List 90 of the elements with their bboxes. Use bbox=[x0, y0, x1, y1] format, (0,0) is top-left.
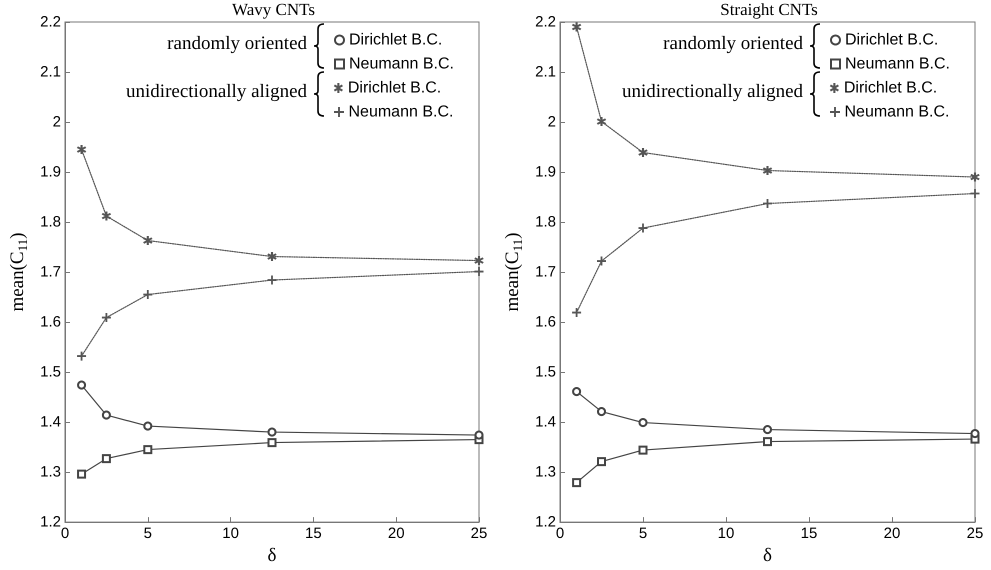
y-tick-label: 1.2 bbox=[535, 514, 556, 531]
point bbox=[77, 380, 86, 390]
x-axis-title: δ bbox=[763, 545, 772, 566]
point bbox=[597, 407, 606, 416]
x-tick-label: 25 bbox=[470, 525, 488, 542]
y-tick-label: 1.2 bbox=[40, 514, 61, 531]
y-tick-label: 2.1 bbox=[535, 64, 556, 81]
y-tick-label: 1.9 bbox=[535, 164, 556, 181]
point bbox=[102, 454, 111, 464]
point bbox=[102, 212, 111, 221]
y-tick-label: 1.5 bbox=[535, 364, 556, 381]
x-tick-label: 25 bbox=[966, 525, 984, 542]
legend-label: Dirichlet B.C. bbox=[348, 80, 442, 96]
point bbox=[638, 148, 648, 158]
point bbox=[143, 290, 152, 300]
point bbox=[143, 422, 152, 431]
y-tick-label: 1.6 bbox=[535, 314, 556, 331]
point bbox=[970, 189, 980, 198]
y-tick-label: 1.8 bbox=[40, 214, 61, 231]
legend-label: Neumann B.C. bbox=[349, 56, 454, 72]
legend-label: Dirichlet B.C. bbox=[349, 32, 442, 48]
point bbox=[474, 256, 484, 266]
legend-label: Dirichlet B.C. bbox=[844, 80, 938, 96]
chart-title: Wavy CNTs bbox=[232, 0, 315, 19]
y-tick-label: 2.1 bbox=[40, 64, 61, 81]
point bbox=[77, 145, 86, 154]
point bbox=[143, 236, 152, 246]
y-tick-label: 1.5 bbox=[40, 364, 61, 381]
x-tick-label: 20 bbox=[884, 525, 900, 542]
point bbox=[572, 387, 582, 396]
y-tick-label: 1.4 bbox=[535, 414, 556, 431]
y-tick-label: 2 bbox=[52, 114, 61, 131]
y-tick-label: 1.6 bbox=[40, 314, 61, 331]
legend-label: Dirichlet B.C. bbox=[845, 32, 938, 48]
point bbox=[970, 172, 980, 182]
point bbox=[638, 446, 648, 455]
x-tick-label: 15 bbox=[800, 525, 818, 542]
point bbox=[597, 457, 606, 466]
point bbox=[572, 308, 582, 318]
point bbox=[102, 410, 111, 420]
y-tick-label: 1.7 bbox=[535, 264, 556, 281]
point bbox=[763, 425, 772, 434]
point bbox=[77, 352, 86, 361]
annotation: unidirectionally aligned bbox=[622, 81, 804, 102]
annotation: randomly oriented bbox=[663, 33, 804, 54]
legend-label: Neumann B.C. bbox=[845, 56, 950, 72]
point bbox=[572, 22, 582, 32]
point bbox=[572, 478, 582, 488]
point bbox=[763, 199, 772, 208]
point bbox=[763, 166, 772, 176]
x-tick-label: 10 bbox=[222, 525, 239, 542]
chart-title: Straight CNTs bbox=[720, 0, 818, 19]
point bbox=[143, 445, 152, 454]
x-tick-label: 20 bbox=[388, 525, 405, 542]
point bbox=[970, 429, 980, 438]
y-axis-title: mean(C11) bbox=[7, 232, 30, 312]
x-axis-title: δ bbox=[268, 545, 277, 566]
x-tick-label: 0 bbox=[60, 525, 70, 542]
point bbox=[638, 224, 648, 233]
y-tick-label: 1.4 bbox=[40, 414, 61, 431]
point bbox=[268, 252, 276, 262]
point bbox=[474, 267, 484, 276]
point bbox=[638, 418, 648, 428]
point bbox=[102, 313, 111, 322]
y-tick-label: 2 bbox=[548, 114, 556, 131]
point bbox=[474, 430, 484, 440]
point bbox=[268, 438, 276, 448]
point bbox=[763, 437, 772, 446]
point bbox=[268, 428, 276, 437]
point bbox=[77, 470, 86, 479]
y-tick-label: 1.8 bbox=[535, 214, 556, 231]
x-tick-label: 5 bbox=[144, 525, 152, 542]
y-tick-label: 2.2 bbox=[535, 14, 556, 30]
legend-label: Neumann B.C. bbox=[348, 104, 454, 120]
legend-label: Neumann B.C. bbox=[844, 104, 950, 120]
x-tick-label: 0 bbox=[556, 525, 564, 542]
x-tick-label: 10 bbox=[718, 525, 734, 542]
point bbox=[597, 256, 606, 266]
annotation: randomly oriented bbox=[167, 33, 308, 54]
x-tick-label: 15 bbox=[305, 525, 322, 542]
y-tick-label: 1.7 bbox=[40, 264, 61, 281]
y-tick-label: 1.3 bbox=[40, 464, 61, 481]
y-axis-title: mean(C11) bbox=[502, 232, 525, 312]
y-tick-label: 1.9 bbox=[40, 164, 61, 181]
point bbox=[597, 117, 606, 126]
x-tick-label: 5 bbox=[638, 525, 648, 542]
point bbox=[268, 276, 276, 285]
annotation: unidirectionally aligned bbox=[126, 81, 308, 102]
y-tick-label: 1.3 bbox=[535, 464, 556, 481]
y-tick-label: 2.2 bbox=[40, 14, 61, 30]
